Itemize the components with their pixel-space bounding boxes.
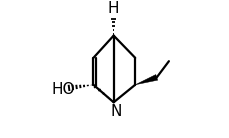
Text: N: N <box>110 104 122 119</box>
Polygon shape <box>135 75 157 85</box>
Text: HO: HO <box>52 82 75 97</box>
Text: H: H <box>107 1 119 16</box>
